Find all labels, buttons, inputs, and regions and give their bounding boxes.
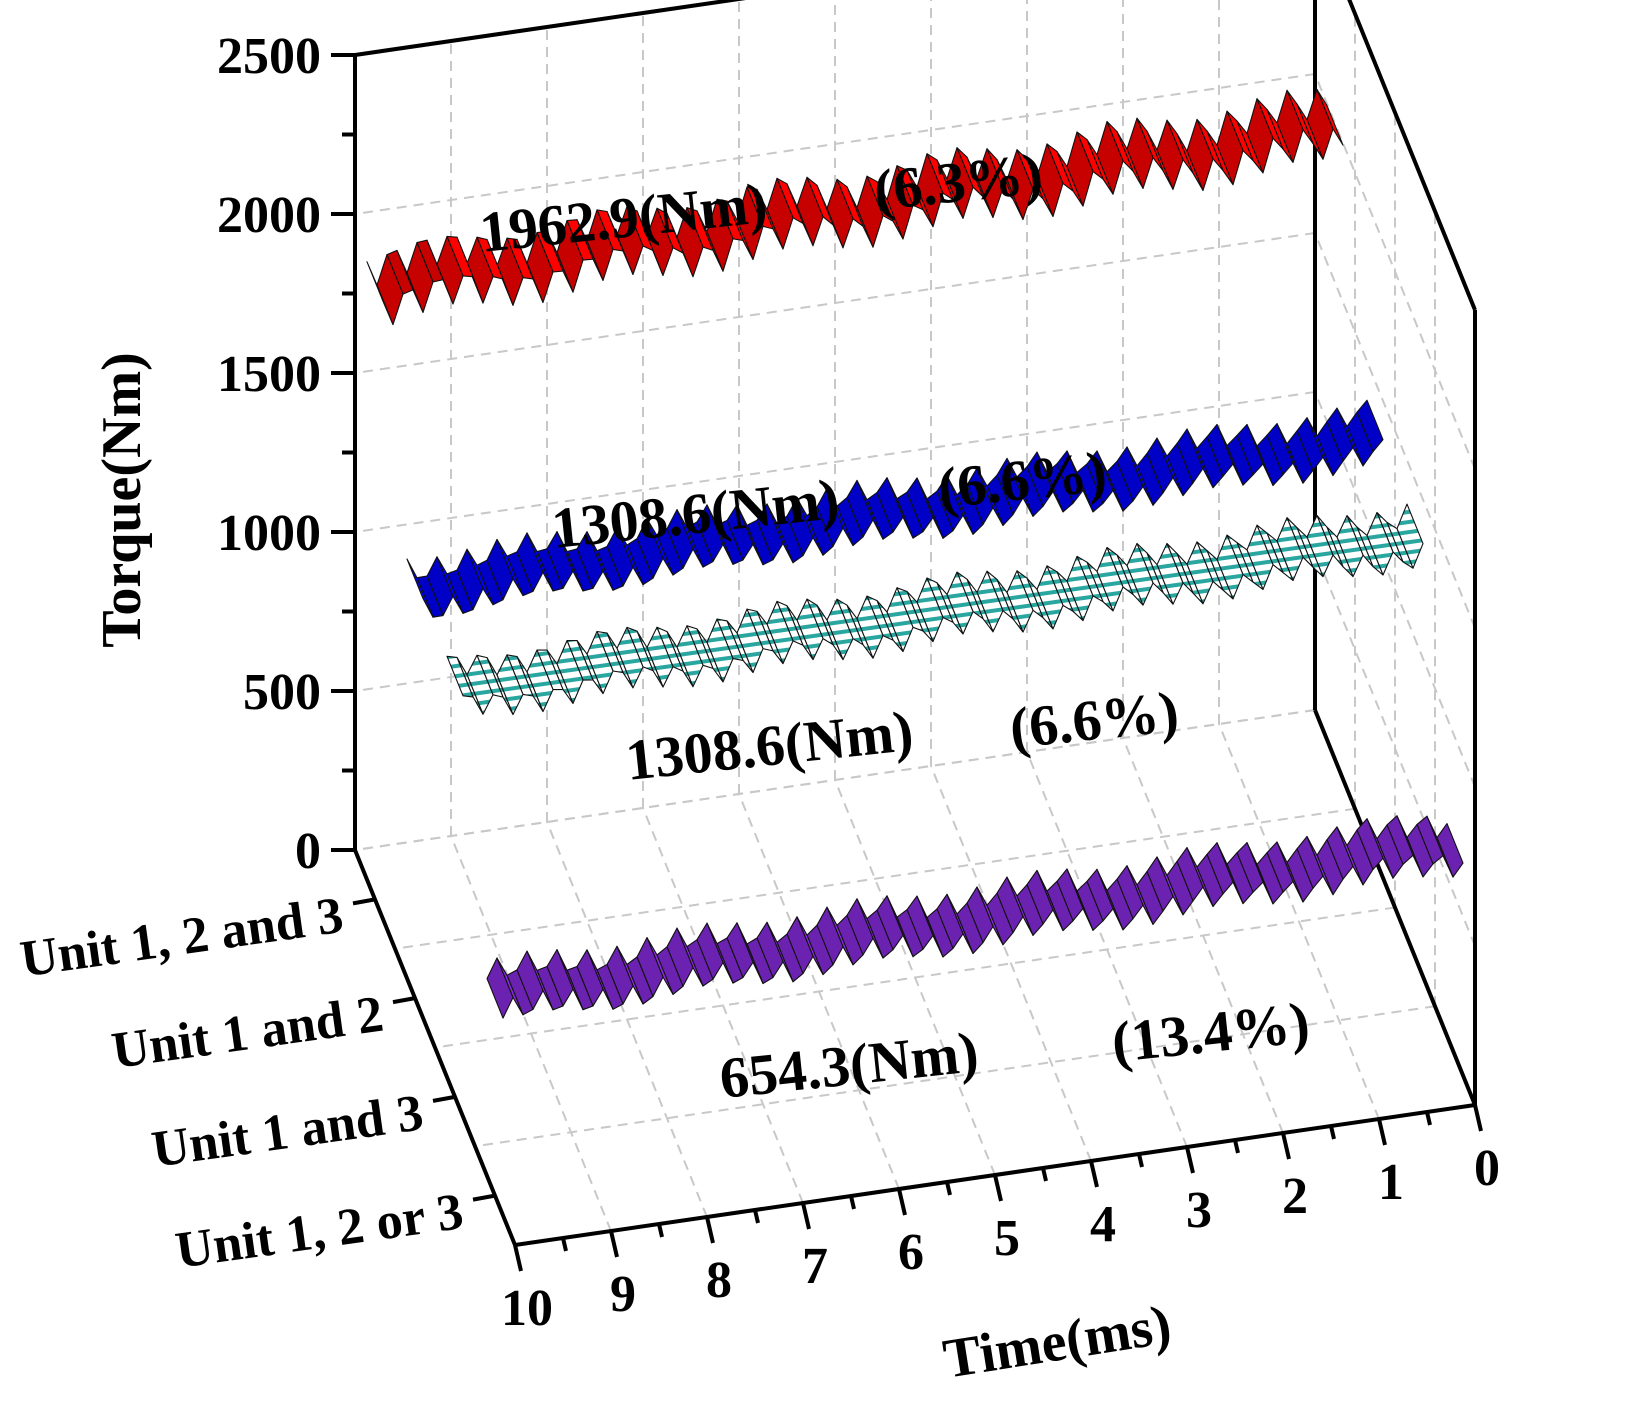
z-axis-title: Torque(Nm)	[91, 352, 153, 648]
x-minor-tick-5	[945, 1181, 952, 1196]
back-grid-torque-3	[354, 232, 1316, 374]
side-floor-edge	[1313, 709, 1477, 1106]
x-tick-label-9: 9	[610, 1266, 636, 1323]
side-grid-torque-3	[1314, 232, 1476, 629]
ribbon-facet-0-16	[1156, 119, 1184, 190]
x-tick-3	[1185, 1146, 1195, 1174]
x-minor-tick-9	[561, 1237, 568, 1252]
side-grid-torque-4	[1314, 73, 1476, 470]
x-tick-7	[801, 1202, 811, 1230]
x-tick-label-4: 4	[1090, 1196, 1116, 1253]
x-minor-tick-0	[1425, 1111, 1432, 1126]
back-top-edge	[354, 0, 747, 57]
y-tick-label-3: Unit 1, 2 or 3	[172, 1183, 467, 1280]
ribbon-facet-0-1	[1306, 88, 1334, 160]
z-tick-label-3: 1500	[217, 346, 321, 403]
y-axis-line	[353, 849, 517, 1246]
annotation-pct-3: (13.4%)	[1109, 990, 1313, 1075]
x-tick-8	[705, 1216, 715, 1244]
back-grid-torque-2	[354, 391, 1316, 533]
back-grid-torque-0	[354, 709, 1316, 851]
x-minor-tick-1	[1329, 1125, 1336, 1140]
x-minor-tick-4	[1041, 1167, 1048, 1182]
y-tick-label-0: Unit 1, 2 and 3	[17, 887, 347, 989]
floor-grid-time-1	[1218, 723, 1380, 1120]
ribbon-facet-0-13	[1186, 118, 1214, 192]
top-right-edge	[1347, 0, 1477, 311]
floor-grid-time-7	[642, 807, 804, 1204]
x-minor-tick-8	[657, 1223, 664, 1238]
x-tick-6	[897, 1188, 907, 1216]
floor-grid-depth-2	[434, 906, 1396, 1049]
x-tick-label-10: 10	[501, 1280, 553, 1337]
annotation-pct-2: (6.6%)	[1007, 679, 1182, 761]
annotation-pct-1: (6.6%)	[935, 439, 1110, 521]
x-tick-4	[1089, 1160, 1099, 1188]
y-tick-1	[392, 996, 416, 1005]
x-tick-label-1: 1	[1378, 1154, 1404, 1211]
ribbon-facet-0-22	[1096, 120, 1124, 195]
annotation-series-3: 654.3(Nm) (13.4%)	[717, 990, 1313, 1111]
x-minor-tick-2	[1233, 1139, 1240, 1154]
z-tick-label-5: 2500	[217, 28, 321, 85]
ribbon-facet-0-7	[1246, 98, 1274, 174]
x-tick-2	[1281, 1132, 1291, 1160]
x-tick-label-2: 2	[1282, 1168, 1308, 1225]
z-tick-label-1: 500	[243, 664, 321, 721]
floor-grid-depth-1	[474, 1005, 1436, 1148]
x-tick-label-8: 8	[706, 1252, 732, 1309]
z-tick-label-4: 2000	[217, 187, 321, 244]
annotation-series-2: 1308.6(Nm) (6.6%)	[623, 679, 1182, 793]
x-tick-10	[513, 1244, 523, 1272]
side-grid-torque-2	[1314, 391, 1476, 788]
x-tick-label-0: 0	[1474, 1140, 1500, 1197]
ribbon-facet-0-10	[1216, 110, 1244, 186]
x-tick-label-6: 6	[898, 1224, 924, 1281]
y-tick-label-1: Unit 1 and 2	[108, 986, 386, 1080]
ribbon-series-1	[406, 399, 1384, 618]
x-minor-tick-6	[849, 1195, 856, 1210]
axis-layer	[331, 0, 1483, 1272]
ribbon-series-2	[446, 503, 1424, 716]
x-tick-1	[1377, 1118, 1387, 1146]
z-tick-label-0: 0	[295, 823, 321, 880]
grid-layer	[354, 0, 1476, 1246]
ribbon-facet-2-95	[446, 655, 474, 698]
side-grid-torque-1	[1314, 550, 1476, 947]
x-tick-label-5: 5	[994, 1210, 1020, 1267]
ribbon-facet-0-52	[796, 176, 824, 247]
series-layer	[366, 88, 1464, 1019]
back-grid-torque-4	[354, 73, 1316, 215]
floor-grid-time-8	[546, 821, 708, 1218]
ribbon-facet-1-95	[406, 558, 434, 618]
x-axis-title: Time(ms)	[939, 1294, 1175, 1391]
ribbon-series-0	[366, 88, 1344, 326]
x-tick-0	[1473, 1104, 1483, 1132]
floor-grid-time-4	[930, 765, 1092, 1162]
ribbon-series-3	[486, 815, 1464, 1019]
x-tick-9	[609, 1230, 619, 1258]
x-minor-tick-3	[1137, 1153, 1144, 1168]
ribbon-facet-0-19	[1126, 117, 1154, 189]
annotation-value-2: 1308.6(Nm)	[623, 698, 917, 793]
label-layer: Torque(Nm) Time(ms) 1962.9(Nm) (6.3%) 13…	[17, 28, 1500, 1391]
x-tick-5	[993, 1174, 1003, 1202]
ribbon-facet-0-4	[1276, 89, 1304, 163]
ribbon-facet-3-95	[486, 957, 514, 1019]
ribbon-facet-0-95	[366, 261, 394, 326]
annotation-value-3: 654.3(Nm)	[717, 1019, 982, 1111]
x-tick-label-3: 3	[1186, 1182, 1212, 1239]
x-tick-label-7: 7	[802, 1238, 828, 1295]
ribbon-facet-0-49	[826, 178, 854, 249]
y-tick-label-2: Unit 1 and 3	[148, 1084, 426, 1178]
floor-grid-depth-3	[394, 807, 1356, 950]
y-tick-2	[432, 1094, 456, 1103]
z-tick-label-2: 1000	[217, 505, 321, 562]
y-tick-0	[352, 897, 376, 906]
x-minor-tick-7	[753, 1209, 760, 1224]
y-tick-3	[472, 1193, 496, 1202]
annotation-series-0: 1962.9(Nm) (6.3%)	[477, 141, 1046, 265]
